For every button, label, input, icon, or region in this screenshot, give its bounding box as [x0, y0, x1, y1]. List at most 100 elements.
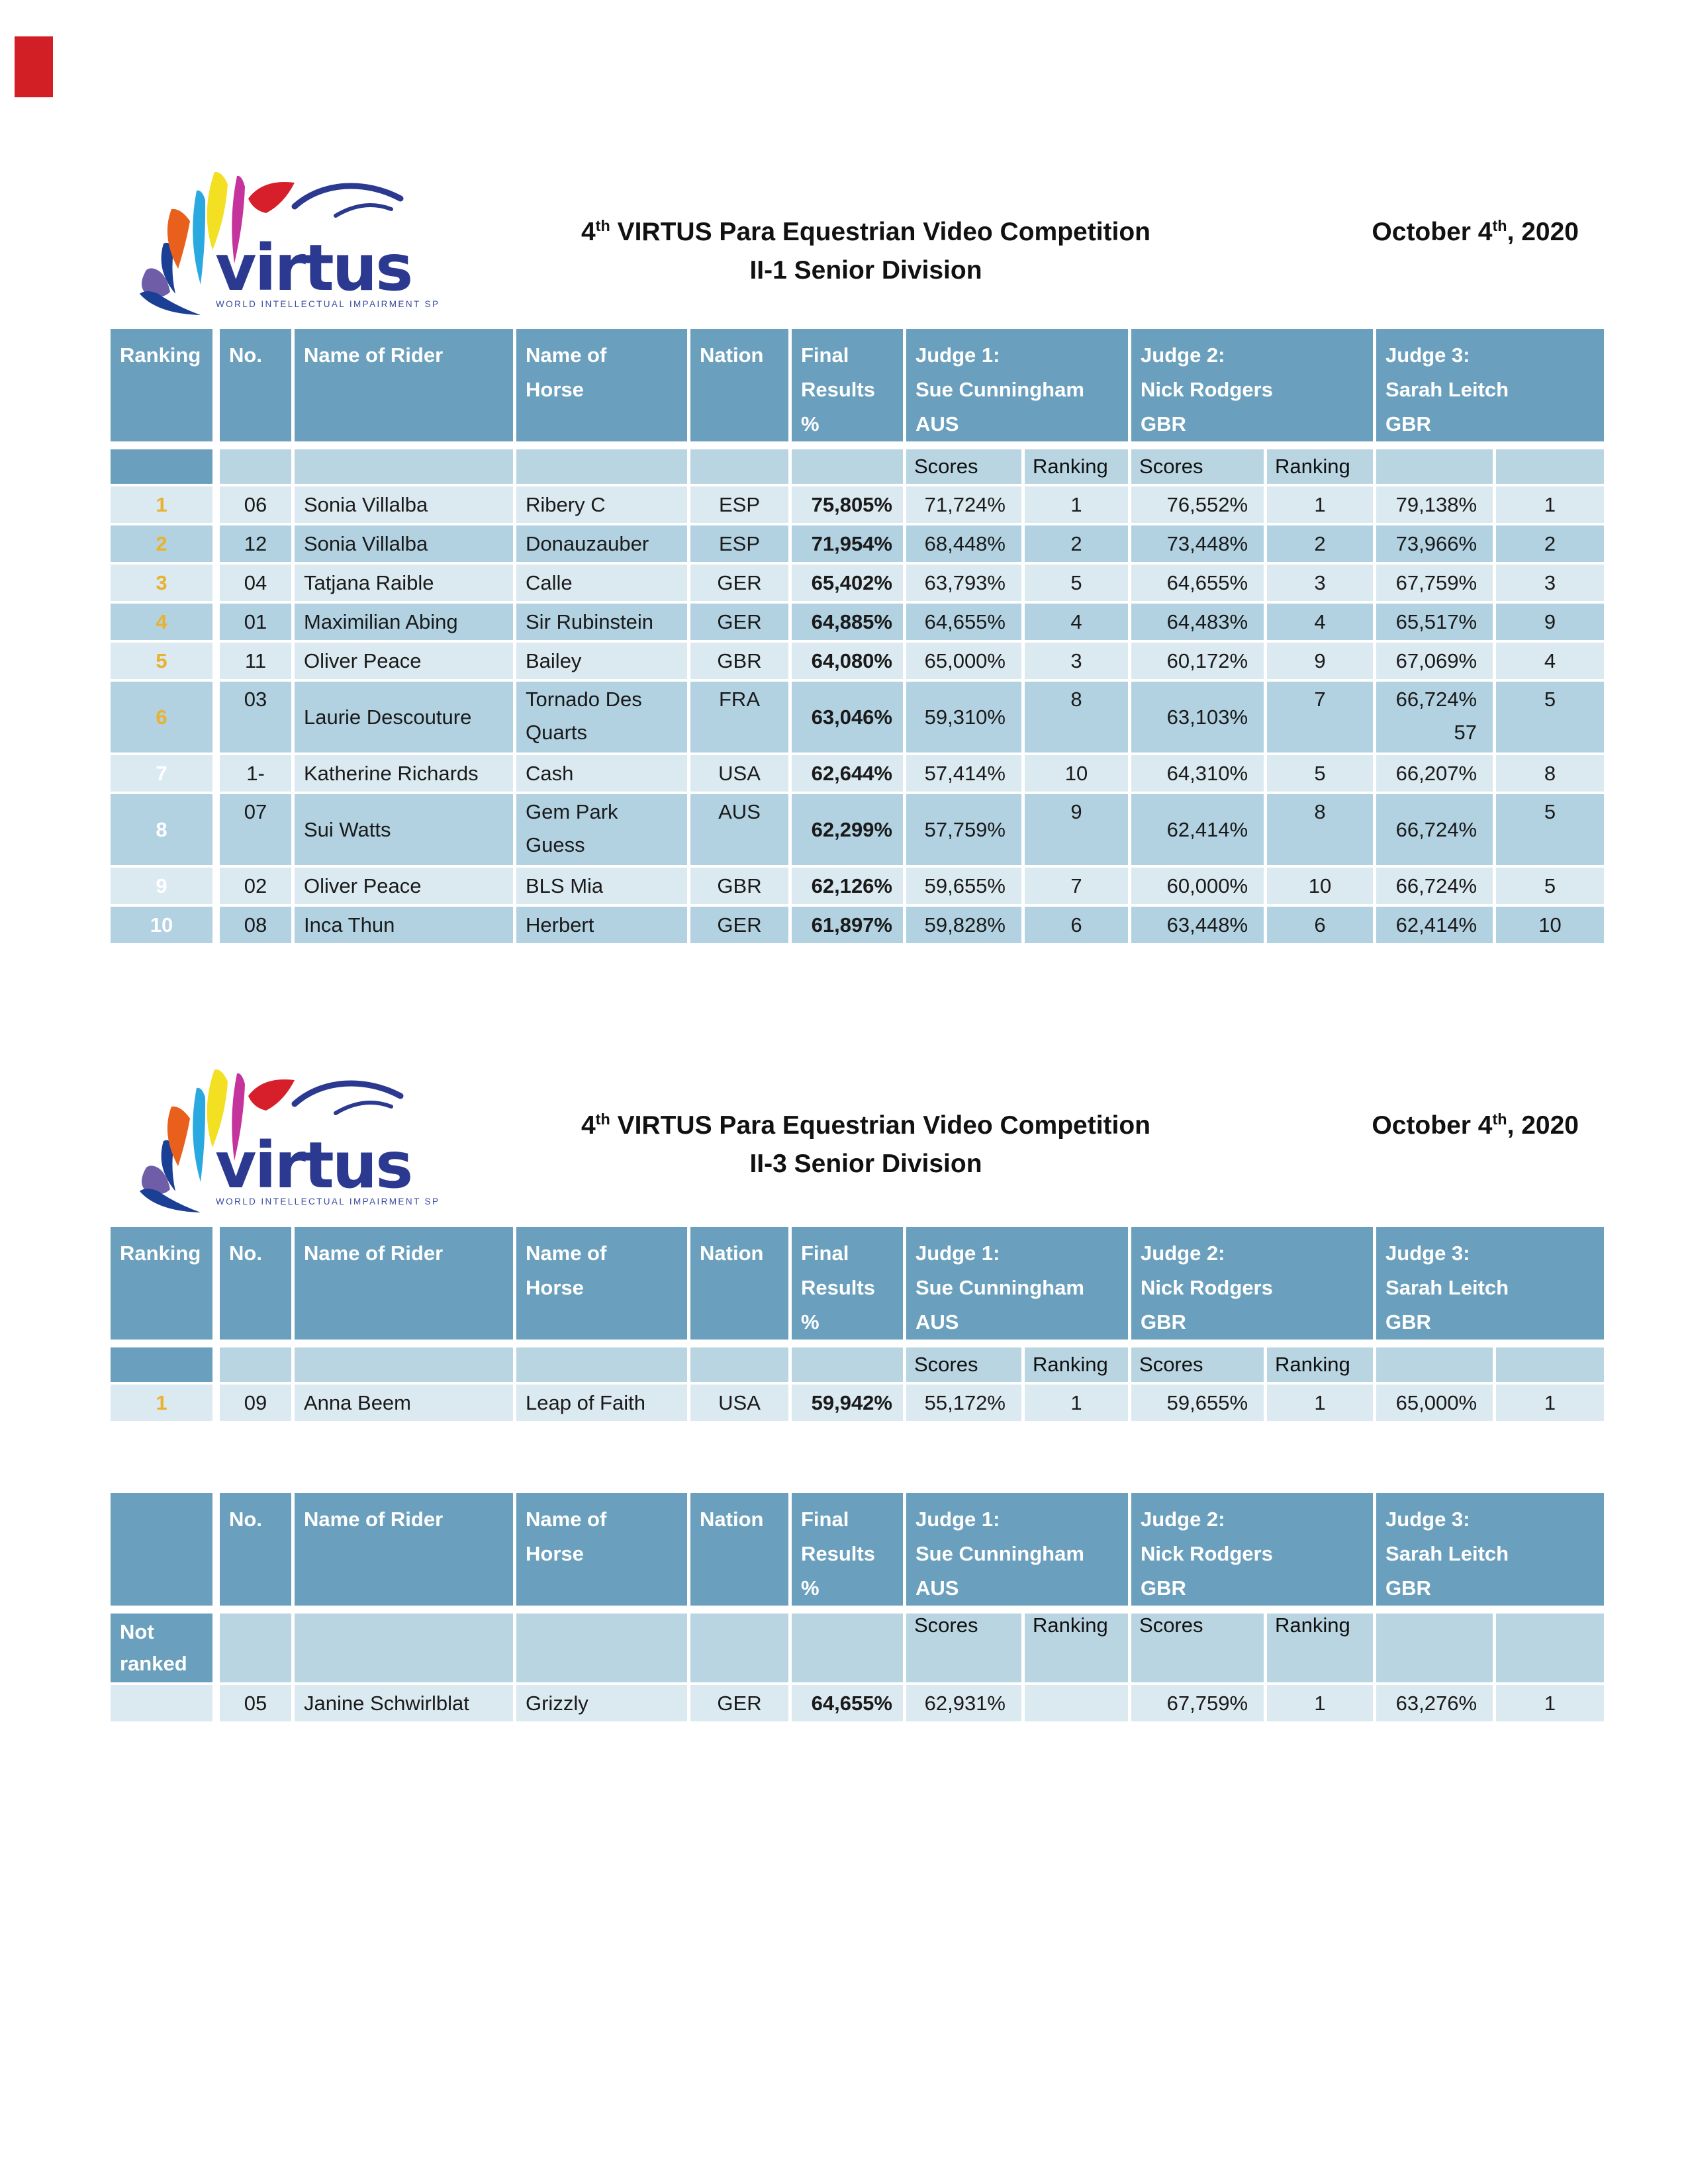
section2-titles: 4th VIRTUS Para Equestrian Video Competi… — [22, 1107, 1688, 1183]
cell-horse: Bailey — [516, 643, 687, 679]
cell-j2-rank: 7 — [1267, 682, 1374, 752]
cell-no: 02 — [220, 868, 291, 904]
col-header-rider: Name of Rider — [295, 329, 513, 447]
col-header-final: Final Results% — [792, 329, 903, 447]
subheader-j2-ranking: Ranking — [1267, 1347, 1374, 1382]
cell-final: 63,046% — [792, 682, 903, 752]
cell-j3-score: 66,724% — [1376, 868, 1493, 904]
col-header-judge3: Judge 3: Sarah Leitch GBR — [1376, 1227, 1605, 1345]
table-row: 1 06 Sonia Villalba Ribery C ESP 75,805%… — [111, 486, 1605, 523]
cell-ranking — [111, 1685, 216, 1721]
cell-j2-rank: 6 — [1267, 907, 1374, 943]
page-title: 4th VIRTUS Para Equestrian Video Competi… — [581, 217, 1151, 246]
cell-horse: Ribery C — [516, 486, 687, 523]
cell-j1-rank: 3 — [1025, 643, 1129, 679]
red-marker — [15, 36, 53, 97]
cell-j1-rank: 10 — [1025, 755, 1129, 792]
cell-j2-score: 73,448% — [1131, 525, 1264, 562]
cell-j2-score: 63,448% — [1131, 907, 1264, 943]
header-row: No. Name of Rider Name of Horse Nation Fi… — [111, 1493, 1605, 1611]
virtus-logo: virtus WORLD INTELLECTUAL IMPAIRMENT SPO… — [140, 1069, 440, 1212]
col-header-ranking: Ranking — [111, 1227, 216, 1345]
cell-j2-score: 64,655% — [1131, 565, 1264, 601]
cell-j3-score: 63,276% — [1376, 1685, 1493, 1721]
subheader-j2-scores: Scores — [1131, 449, 1264, 484]
col-header-final: Final Results% — [792, 1227, 903, 1345]
cell-rider: Anna Beem — [295, 1385, 513, 1421]
cell-j1-rank: 1 — [1025, 486, 1129, 523]
cell-rider: Tatjana Raible — [295, 565, 513, 601]
cell-j1-score: 59,828% — [906, 907, 1021, 943]
subheader-j1-ranking: Ranking — [1025, 1347, 1129, 1382]
cell-j2-score: 59,655% — [1131, 1385, 1264, 1421]
logo-wordmark: virtus — [215, 231, 411, 305]
table-row: 3 04 Tatjana Raible Calle GER 65,402% 63… — [111, 565, 1605, 601]
logo-feather-red — [248, 1079, 295, 1111]
section1-titles: 4th VIRTUS Para Equestrian Video Competi… — [22, 213, 1688, 290]
cell-j1-score: 57,414% — [906, 755, 1021, 792]
subheader-j2-ranking: Ranking — [1267, 449, 1374, 484]
cell-j3-score: 66,724% — [1376, 794, 1493, 865]
col-header-no: No. — [220, 329, 291, 447]
cell-horse: Grizzly — [516, 1685, 687, 1721]
cell-j1-rank: 4 — [1025, 604, 1129, 640]
cell-nation: USA — [690, 755, 788, 792]
col-header-blank — [111, 1493, 216, 1611]
cell-j1-score: 59,310% — [906, 682, 1021, 752]
cell-j1-rank: 9 — [1025, 794, 1129, 865]
cell-j3-score: 67,759% — [1376, 565, 1493, 601]
cell-j1-score: 59,655% — [906, 868, 1021, 904]
col-header-judge3: Judge 3: Sarah Leitch GBR — [1376, 1493, 1605, 1611]
col-header-horse: Name of Horse — [516, 1227, 687, 1345]
cell-ranking: 9 — [111, 868, 216, 904]
logo-feather-darkblue — [161, 1140, 175, 1191]
logo-feather-purple — [142, 1165, 170, 1195]
cell-j2-score: 67,759% — [1131, 1685, 1264, 1721]
cell-ranking: 1 — [111, 1385, 216, 1421]
cell-j2-rank: 1 — [1267, 1385, 1374, 1421]
table-row: 9 02 Oliver Peace BLS Mia GBR 62,126% 59… — [111, 868, 1605, 904]
cell-horse: Leap of Faith — [516, 1385, 687, 1421]
cell-no: 06 — [220, 486, 291, 523]
cell-j3-rank: 5 — [1496, 868, 1605, 904]
cell-j1-score: 64,655% — [906, 604, 1021, 640]
table-row: 10 08 Inca Thun Herbert GER 61,897% 59,8… — [111, 907, 1605, 943]
table-row: 4 01 Maximilian Abing Sir Rubinstein GER… — [111, 604, 1605, 640]
cell-j2-score: 64,310% — [1131, 755, 1264, 792]
table-row: 2 12 Sonia Villalba Donauzauber ESP 71,9… — [111, 525, 1605, 562]
division-title: II-1 Senior Division — [749, 256, 982, 285]
cell-final: 61,897% — [792, 907, 903, 943]
cell-horse: Donauzauber — [516, 525, 687, 562]
cell-j1-score: 57,759% — [906, 794, 1021, 865]
cell-nation: GER — [690, 565, 788, 601]
virtus-logo: virtus WORLD INTELLECTUAL IMPAIRMENT SPO… — [140, 171, 440, 315]
cell-j3-score: 67,069% — [1376, 643, 1493, 679]
cell-no: 12 — [220, 525, 291, 562]
col-header-nation: Nation — [690, 1227, 788, 1345]
table-row: 7 1- Katherine Richards Cash USA 62,644%… — [111, 755, 1605, 792]
col-header-judge2: Judge 2: Nick Rodgers GBR — [1131, 1227, 1374, 1345]
cell-final: 62,126% — [792, 868, 903, 904]
cell-horse: BLS Mia — [516, 868, 687, 904]
cell-j3-rank: 8 — [1496, 755, 1605, 792]
event-date: October 4th, 2020 — [1372, 217, 1579, 246]
cell-j1-score: 68,448% — [906, 525, 1021, 562]
subheader-ranking-spacer — [111, 449, 216, 484]
cell-final: 64,080% — [792, 643, 903, 679]
cell-j2-rank: 1 — [1267, 1685, 1374, 1721]
cell-ranking: 6 — [111, 682, 216, 752]
event-date: October 4th, 2020 — [1372, 1111, 1579, 1140]
subheader-j2-scores: Scores — [1131, 1347, 1264, 1382]
cell-no: 04 — [220, 565, 291, 601]
cell-j3-rank: 2 — [1496, 525, 1605, 562]
page-title: 4th VIRTUS Para Equestrian Video Competi… — [581, 1111, 1151, 1140]
cell-rider: Inca Thun — [295, 907, 513, 943]
cell-j3-score: 65,517% — [1376, 604, 1493, 640]
cell-ranking: 5 — [111, 643, 216, 679]
cell-nation: USA — [690, 1385, 788, 1421]
logo-feather-orange — [167, 208, 190, 269]
cell-j1-rank: 5 — [1025, 565, 1129, 601]
cell-no: 05 — [220, 1685, 291, 1721]
table-row: 6 03 Laurie Descouture Tornado Des Quart… — [111, 682, 1605, 752]
cell-nation: ESP — [690, 486, 788, 523]
